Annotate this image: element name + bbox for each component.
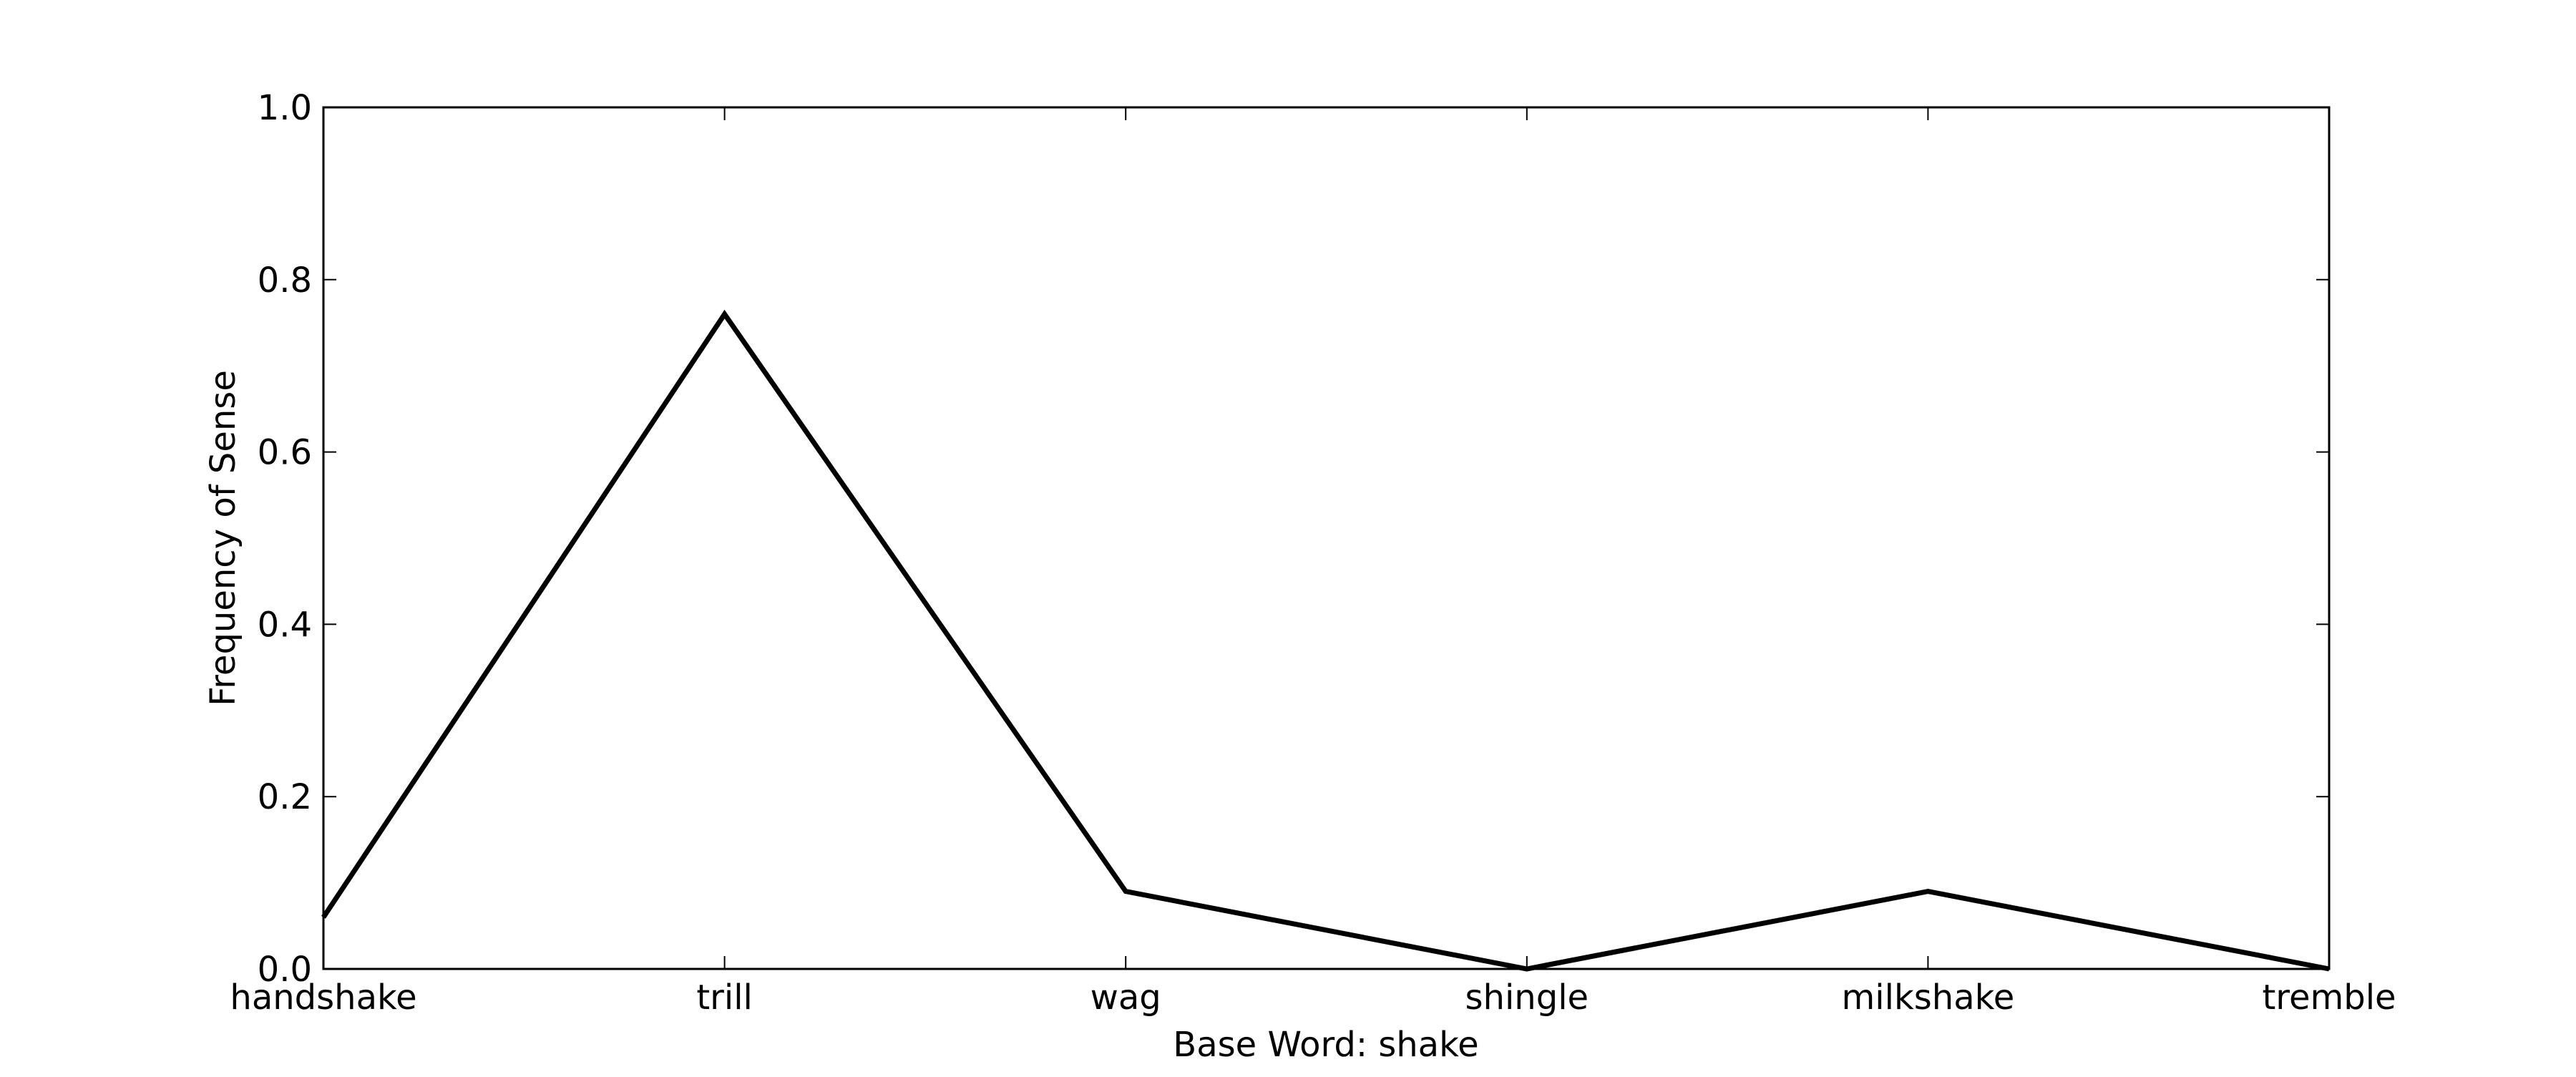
x-tick-label: handshake xyxy=(230,978,416,1018)
x-axis-label: Base Word: shake xyxy=(1173,1025,1478,1065)
x-tick-label: shingle xyxy=(1465,978,1589,1018)
plot-area xyxy=(323,107,2329,969)
y-tick-label: 1.0 xyxy=(258,88,312,128)
y-axis-label: Frequency of Sense xyxy=(203,370,243,706)
data-point xyxy=(1125,890,1127,892)
plot-frame xyxy=(322,106,2331,970)
y-tick-label: 0.8 xyxy=(258,260,312,301)
x-tick-label: tremble xyxy=(2262,978,2396,1018)
y-tick-label: 0.0 xyxy=(258,950,312,990)
x-tick-label: milkshake xyxy=(1842,978,2015,1018)
y-tick-labels: 0.0 0.2 0.4 0.6 0.8 1.0 xyxy=(258,88,312,990)
series-line xyxy=(321,309,2330,972)
data-point xyxy=(1927,890,1929,892)
y-tick-label: 0.2 xyxy=(258,777,312,817)
x-tick-labels: handshake trill wag shingle milkshake tremble xyxy=(230,978,2396,1018)
data-point xyxy=(1526,968,1528,970)
x-tick-label: trill xyxy=(696,978,753,1018)
data-point xyxy=(323,916,324,918)
y-tick-label: 0.6 xyxy=(258,433,312,473)
x-tick-label: wag xyxy=(1091,978,1161,1018)
data-point xyxy=(723,313,726,315)
data-point xyxy=(2328,968,2330,970)
y-tick-label: 0.4 xyxy=(258,605,312,645)
